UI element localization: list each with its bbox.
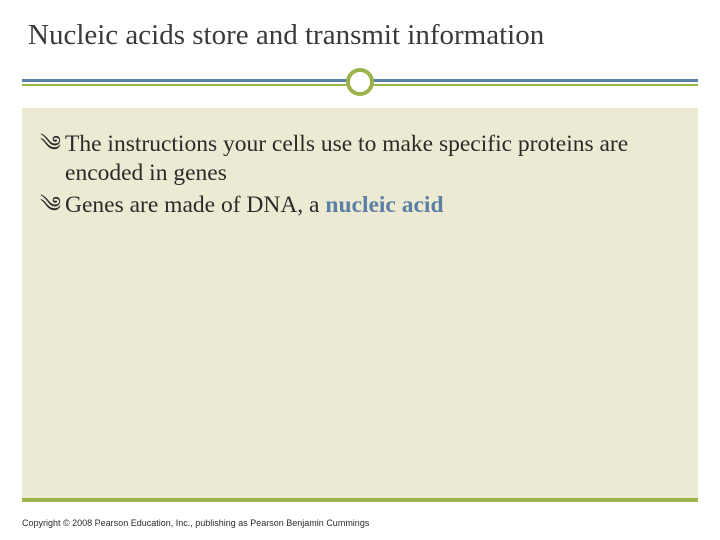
- bullet-keyword: nucleic acid: [325, 192, 443, 218]
- slide-title: Nucleic acids store and transmit informa…: [28, 18, 692, 53]
- bullet-text-pre: Genes are made of DNA, a: [65, 192, 325, 218]
- bullet-text: The instructions your cells use to make …: [65, 130, 680, 189]
- bullet-item: ༄ Genes are made of DNA, a nucleic acid: [40, 191, 680, 220]
- content-box: ༄ The instructions your cells use to mak…: [22, 108, 698, 502]
- bullet-text: Genes are made of DNA, a nucleic acid: [65, 191, 444, 220]
- bullet-glyph-icon: ༄: [40, 130, 61, 158]
- divider: [0, 71, 720, 101]
- bullet-item: ༄ The instructions your cells use to mak…: [40, 130, 680, 189]
- divider-circle-icon: [346, 68, 374, 96]
- copyright-text: Copyright © 2008 Pearson Education, Inc.…: [22, 518, 369, 528]
- bullet-glyph-icon: ༄: [40, 191, 61, 219]
- bullet-text-pre: The instructions your cells use to make …: [65, 131, 628, 186]
- title-area: Nucleic acids store and transmit informa…: [0, 0, 720, 53]
- slide: Nucleic acids store and transmit informa…: [0, 0, 720, 540]
